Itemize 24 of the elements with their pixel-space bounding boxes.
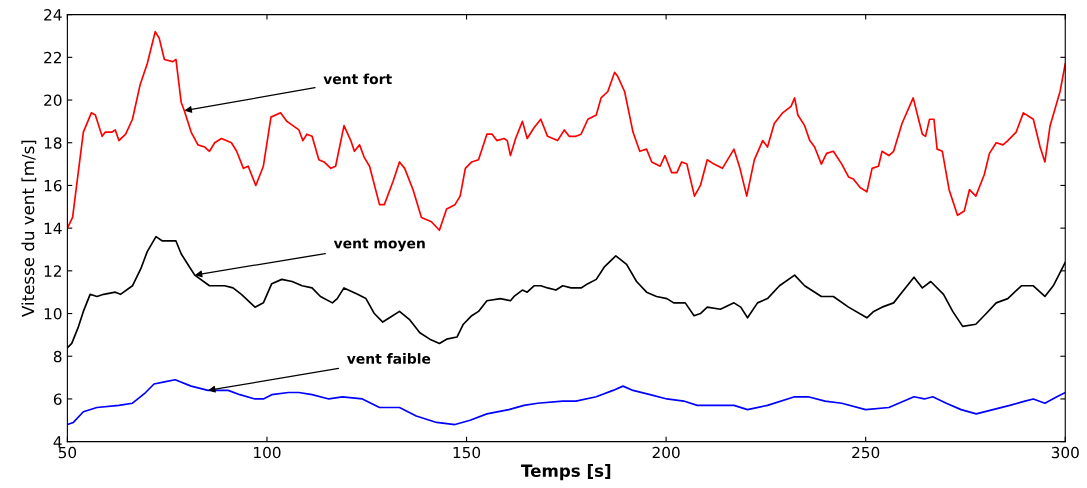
y-tick-label: 12: [44, 265, 61, 277]
y-tick-label: 24: [44, 9, 62, 21]
x-tick-label: 200: [652, 446, 680, 459]
x-axis-title: Temps [s]: [521, 464, 611, 481]
annotation: vent fort: [323, 73, 392, 85]
line-series: [67, 30, 1066, 232]
y-tick-label: 16: [44, 179, 62, 192]
y-tick-label: 8: [53, 350, 62, 363]
annotation: vent moyen: [333, 238, 425, 252]
y-axis-title: Vitesse du vent [m/s]: [21, 140, 37, 317]
y-tick-label: 10: [44, 308, 62, 320]
x-tick-label: 300: [1051, 446, 1079, 459]
line-series: [67, 378, 1066, 426]
x-tick-label: 50: [58, 446, 77, 459]
y-tick-label: 14: [44, 222, 62, 234]
x-tick-label: 100: [254, 446, 281, 459]
x-tick-label: 250: [852, 446, 880, 459]
annotation: vent faible: [346, 353, 431, 364]
y-tick-label: 22: [44, 51, 61, 64]
y-tick-label: 18: [44, 137, 62, 149]
y-tick-label: 6: [53, 393, 62, 405]
x-tick-label: 150: [453, 446, 481, 459]
y-tick-label: 4: [53, 436, 62, 448]
y-tick-label: 20: [44, 94, 62, 107]
